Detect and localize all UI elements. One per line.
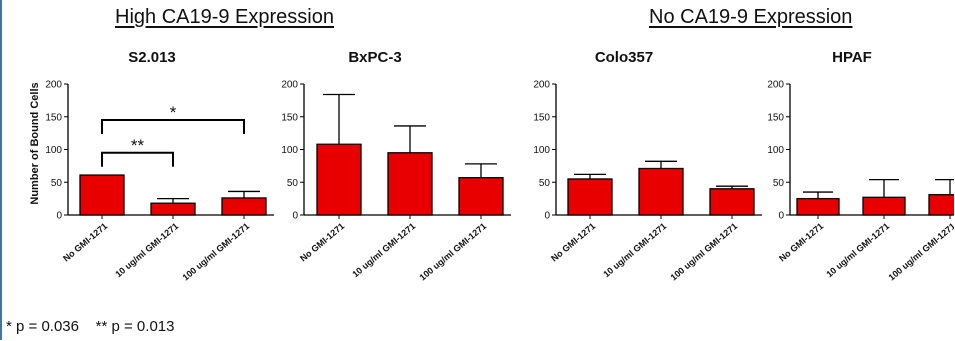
bar	[458, 177, 504, 216]
bar	[709, 188, 755, 216]
x-tick-label: No GMI-1271	[298, 221, 346, 264]
x-tick-label: 100 ug/ml GMI-1271	[886, 221, 954, 283]
x-tick-label: 100 ug/ml GMI-1271	[180, 221, 251, 283]
chart-title: S2.013	[128, 49, 176, 66]
bar	[928, 194, 954, 216]
chart-3: HPAF 0 50 100 150 200 No GMI-1271 10 ug/ml GMI-…	[767, 49, 954, 283]
y-tick-label: 0	[292, 211, 298, 222]
bar	[862, 196, 906, 216]
significance-bracket	[101, 119, 245, 135]
y-tick-label: 50	[773, 178, 785, 189]
y-tick-label: 0	[544, 211, 550, 222]
y-tick-label: 150	[767, 112, 784, 123]
y-tick-label: 200	[533, 80, 550, 91]
significance-label: *	[170, 103, 177, 122]
x-tick-label: 100 ug/ml GMI-1271	[668, 221, 739, 283]
chart-1: BxPC-3 0 50 100 150 200 No GMI-1271 10 ug/ml GM…	[281, 49, 511, 283]
significance-bracket	[101, 151, 174, 167]
y-tick-label: 100	[45, 145, 62, 156]
footnote: * p = 0.036 ** p = 0.013	[6, 318, 175, 335]
y-tick-label: 200	[281, 80, 298, 91]
bar	[316, 143, 362, 216]
y-tick-label: 0	[56, 211, 62, 222]
y-tick-label: 200	[45, 80, 62, 91]
x-tick-label: No GMI-1271	[777, 221, 825, 264]
y-tick-label: 50	[287, 178, 299, 189]
y-tick-label: 100	[533, 145, 550, 156]
bar	[79, 174, 125, 216]
group-title-none: No CA19-9 Expression	[649, 6, 853, 28]
chart-0: S2.013 0 50 100 150 200 Number of Bound Cells N…	[29, 49, 274, 283]
bar	[567, 178, 613, 216]
y-tick-label: 100	[767, 145, 784, 156]
y-axis-label: Number of Bound Cells	[29, 82, 41, 204]
y-tick-label: 150	[281, 112, 298, 123]
charts-svg: S2.013 0 50 100 150 200 Number of Bound Cells N…	[29, 49, 954, 283]
y-tick-label: 150	[45, 112, 62, 123]
x-tick-label: No GMI-1271	[549, 221, 597, 264]
x-tick-label: 10 ug/ml GMI-1271	[350, 221, 417, 279]
bar	[387, 152, 433, 216]
bar	[221, 197, 267, 216]
bar	[150, 202, 196, 216]
y-tick-label: 100	[281, 145, 298, 156]
x-tick-label: No GMI-1271	[61, 221, 109, 264]
bar	[638, 167, 684, 216]
bar	[796, 197, 840, 216]
significance-label: **	[131, 136, 145, 155]
y-tick-label: 0	[778, 211, 784, 222]
y-tick-label: 150	[533, 112, 550, 123]
y-tick-label: 50	[51, 178, 63, 189]
group-title-high: High CA19-9 Expression	[115, 6, 334, 28]
y-tick-label: 50	[539, 178, 551, 189]
x-tick-label: 10 ug/ml GMI-1271	[601, 221, 668, 279]
x-tick-label: 100 ug/ml GMI-1271	[417, 221, 488, 283]
x-tick-label: 10 ug/ml GMI-1271	[824, 221, 891, 279]
chart-title: Colo357	[595, 49, 653, 66]
chart-title: HPAF	[832, 49, 872, 66]
y-tick-label: 200	[767, 80, 784, 91]
x-tick-label: 10 ug/ml GMI-1271	[113, 221, 180, 279]
chart-title: BxPC-3	[348, 49, 401, 66]
chart-2: Colo357 0 50 100 150 200 No GMI-1271 10 ug/ml G…	[533, 49, 762, 283]
